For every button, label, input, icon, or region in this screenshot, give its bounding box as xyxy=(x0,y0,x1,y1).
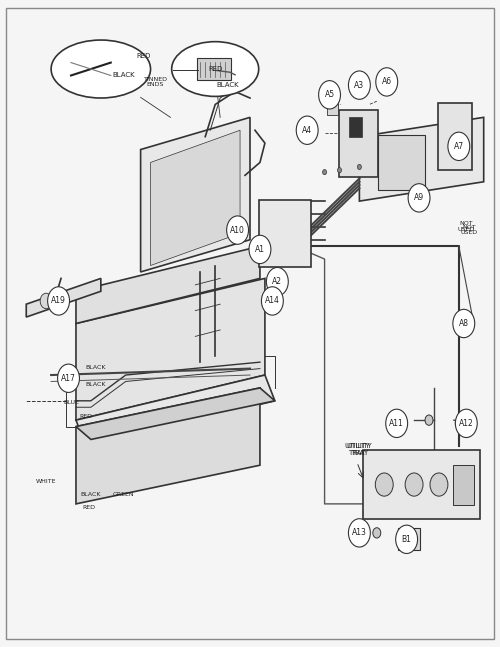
Circle shape xyxy=(322,170,326,175)
Circle shape xyxy=(448,132,470,160)
Text: RED: RED xyxy=(136,53,150,59)
Text: B1: B1 xyxy=(402,535,411,544)
Text: WHITE: WHITE xyxy=(36,479,56,484)
Text: A3: A3 xyxy=(354,81,364,90)
Polygon shape xyxy=(76,388,260,504)
Circle shape xyxy=(456,409,477,437)
Circle shape xyxy=(405,473,423,496)
FancyBboxPatch shape xyxy=(259,200,310,267)
Text: BLUE: BLUE xyxy=(63,400,79,404)
FancyBboxPatch shape xyxy=(363,450,480,519)
Text: NOT
USED: NOT USED xyxy=(458,221,475,232)
Ellipse shape xyxy=(51,40,150,98)
Circle shape xyxy=(58,364,80,393)
Polygon shape xyxy=(76,375,275,446)
Text: NOT
USED: NOT USED xyxy=(460,225,477,236)
Circle shape xyxy=(376,68,398,96)
Text: BLACK: BLACK xyxy=(86,365,106,370)
FancyBboxPatch shape xyxy=(438,103,472,170)
Text: A14: A14 xyxy=(265,296,280,305)
Circle shape xyxy=(265,299,273,309)
Text: BLACK: BLACK xyxy=(80,492,101,497)
Circle shape xyxy=(262,287,283,315)
Text: GREEN: GREEN xyxy=(112,492,134,497)
FancyBboxPatch shape xyxy=(326,98,338,115)
Text: A5: A5 xyxy=(324,91,334,99)
FancyBboxPatch shape xyxy=(350,117,362,137)
Circle shape xyxy=(40,293,52,309)
Text: A7: A7 xyxy=(454,142,464,151)
FancyBboxPatch shape xyxy=(378,135,425,190)
Polygon shape xyxy=(140,117,250,272)
Text: A8: A8 xyxy=(459,319,469,328)
Circle shape xyxy=(376,473,393,496)
Text: A10: A10 xyxy=(230,226,245,235)
FancyBboxPatch shape xyxy=(338,109,378,177)
Text: A11: A11 xyxy=(390,419,404,428)
Text: RED: RED xyxy=(208,66,222,72)
Text: UTILITY
TRAY: UTILITY TRAY xyxy=(344,443,370,455)
Circle shape xyxy=(358,164,362,170)
FancyBboxPatch shape xyxy=(454,465,474,505)
Text: A17: A17 xyxy=(61,374,76,383)
Text: A4: A4 xyxy=(302,126,312,135)
Circle shape xyxy=(348,519,370,547)
Text: A6: A6 xyxy=(382,78,392,87)
Circle shape xyxy=(408,184,430,212)
Text: A19: A19 xyxy=(51,296,66,305)
Circle shape xyxy=(430,473,448,496)
Text: RED: RED xyxy=(80,415,92,419)
Polygon shape xyxy=(26,278,101,317)
Text: A1: A1 xyxy=(255,245,265,254)
Text: BLACK: BLACK xyxy=(86,382,106,387)
Text: TINNED
ENDS: TINNED ENDS xyxy=(144,76,168,87)
Polygon shape xyxy=(150,130,240,265)
Circle shape xyxy=(425,415,433,425)
Circle shape xyxy=(226,216,248,245)
Text: A9: A9 xyxy=(414,193,424,203)
Text: A2: A2 xyxy=(272,277,282,286)
Circle shape xyxy=(266,267,288,296)
Circle shape xyxy=(296,116,318,144)
Circle shape xyxy=(338,168,342,173)
Circle shape xyxy=(249,236,271,263)
Circle shape xyxy=(48,287,70,315)
FancyBboxPatch shape xyxy=(398,529,420,550)
Circle shape xyxy=(386,409,407,437)
Text: A12: A12 xyxy=(459,419,473,428)
Circle shape xyxy=(453,309,474,338)
Circle shape xyxy=(318,81,340,109)
Polygon shape xyxy=(76,247,260,324)
Circle shape xyxy=(348,71,370,99)
Text: UTILITY
TRAY: UTILITY TRAY xyxy=(346,443,372,455)
FancyBboxPatch shape xyxy=(198,58,230,80)
Text: A13: A13 xyxy=(352,529,367,538)
Circle shape xyxy=(396,525,417,553)
Text: RED: RED xyxy=(82,505,95,510)
Circle shape xyxy=(373,528,381,538)
FancyBboxPatch shape xyxy=(6,8,494,639)
Text: BLACK: BLACK xyxy=(112,72,134,78)
Text: BLACK: BLACK xyxy=(216,82,239,88)
Circle shape xyxy=(456,419,462,428)
Polygon shape xyxy=(76,388,275,439)
Ellipse shape xyxy=(172,41,258,96)
Polygon shape xyxy=(360,117,484,201)
Polygon shape xyxy=(76,278,265,420)
